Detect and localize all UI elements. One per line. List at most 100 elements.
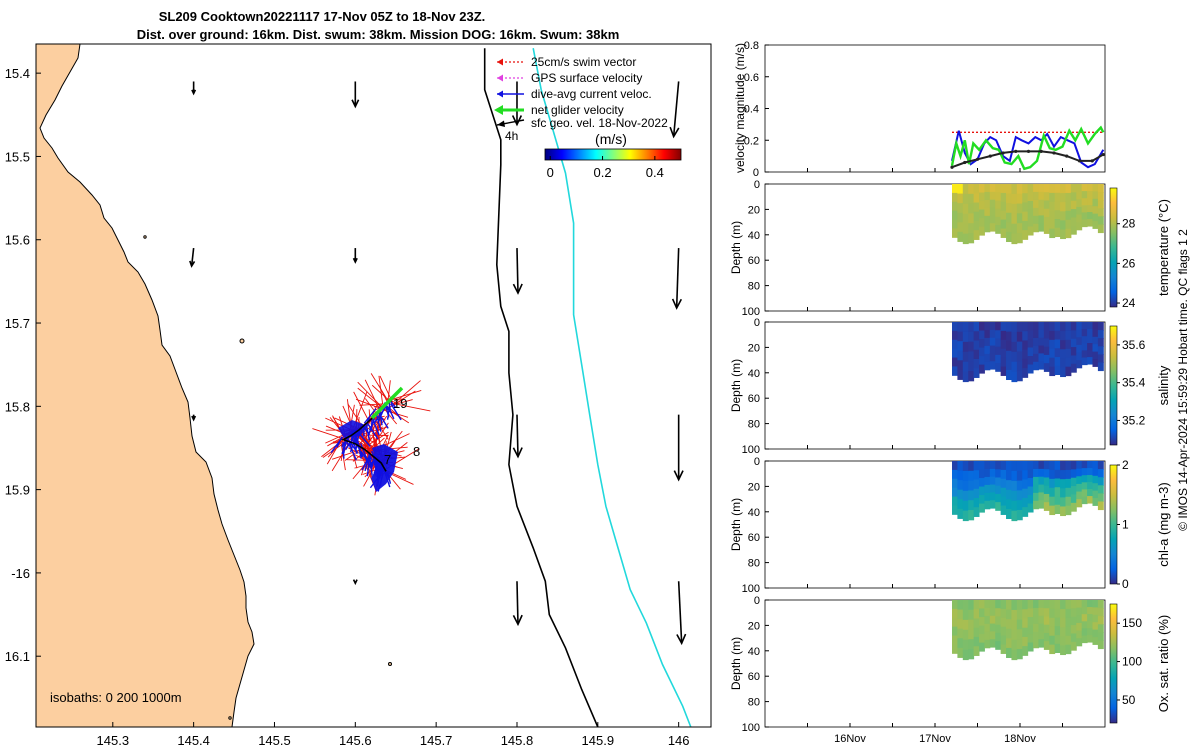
section-cell — [1060, 479, 1066, 489]
sfc-arrow-head — [352, 257, 358, 264]
section-cell — [1097, 493, 1104, 502]
section-cell — [1000, 330, 1007, 341]
section-cell — [995, 330, 1002, 339]
section-ylabel: Depth (m) — [729, 637, 743, 690]
section-cell — [989, 623, 996, 632]
section-cell — [968, 341, 975, 352]
section-cell — [962, 609, 969, 621]
section-cell — [1070, 330, 1077, 340]
section-cell — [979, 469, 985, 479]
section-cell — [984, 322, 991, 331]
section-cell — [957, 600, 964, 611]
section-cell — [1092, 614, 1099, 623]
section-cell — [979, 339, 985, 349]
section-cell — [1070, 625, 1077, 634]
section-cell — [1033, 329, 1039, 339]
section-cell — [957, 638, 964, 649]
section-cell — [1006, 628, 1012, 639]
section-cell — [1022, 331, 1029, 341]
section-cell — [1016, 341, 1023, 352]
section-cell — [1065, 210, 1072, 221]
section-cell — [1011, 223, 1018, 235]
section-cell — [1043, 600, 1050, 609]
section-cell — [1016, 619, 1023, 630]
section-cell — [1022, 184, 1029, 194]
arrowhead-icon — [497, 120, 505, 127]
section-cell — [1081, 357, 1088, 366]
sfc-geo-vel-arrows — [189, 81, 687, 646]
section-cell — [1054, 330, 1061, 341]
section-cell — [1092, 359, 1099, 367]
section-cell — [1076, 476, 1083, 485]
section-cell — [962, 371, 969, 383]
section-cell — [1081, 184, 1088, 192]
section-cell — [1087, 343, 1093, 351]
velocity-series-net — [950, 125, 1105, 171]
section-cell — [1016, 351, 1023, 362]
current-vector — [360, 451, 372, 467]
section-cell — [962, 203, 969, 215]
legend-label-net: net glider velocity — [531, 103, 624, 117]
section-cell — [1022, 600, 1029, 610]
section-cell — [957, 203, 964, 214]
section-cell — [995, 216, 1002, 226]
section-cell — [957, 231, 964, 242]
sfc-arrow — [352, 248, 358, 264]
section-cell — [1022, 202, 1029, 213]
section-cell — [1049, 210, 1056, 221]
section-cell — [973, 331, 980, 341]
current-vector — [363, 408, 377, 424]
section-cell — [1092, 329, 1099, 338]
section-cell — [979, 330, 985, 340]
section-cell — [1076, 184, 1083, 193]
velocity-y-tick-label: 0 — [753, 167, 759, 179]
section-cell — [1065, 322, 1072, 332]
section-cell — [1070, 338, 1077, 348]
velocity-point — [1026, 149, 1031, 153]
section-cell — [1038, 607, 1045, 617]
section-cell — [962, 233, 969, 245]
section-cell — [1022, 497, 1029, 508]
section-cell — [968, 480, 975, 491]
section-cell — [957, 184, 964, 195]
section-cell — [1054, 219, 1061, 229]
section-cell — [984, 639, 991, 649]
section-cell — [1011, 361, 1018, 373]
section-cell — [1022, 368, 1029, 378]
section-y-tick-label: 0 — [754, 317, 760, 329]
section-cell — [1006, 461, 1012, 472]
section-cell — [989, 199, 996, 209]
section-ylabel: Depth (m) — [729, 359, 743, 412]
section-cell — [1065, 626, 1072, 637]
section-cell — [1097, 461, 1104, 470]
section-cell — [1049, 626, 1056, 637]
section-cell — [1070, 486, 1077, 495]
section-cell — [1043, 225, 1050, 234]
section-cell — [1033, 623, 1039, 633]
section-ylabel: Depth (m) — [729, 221, 743, 274]
sfc-arrow-head — [669, 126, 680, 139]
section-cell — [957, 369, 964, 380]
section-cell — [1076, 461, 1083, 470]
section-cell — [957, 331, 964, 342]
section-cell — [973, 461, 980, 471]
section-cell — [1076, 191, 1083, 200]
section-cell — [1038, 492, 1045, 501]
section-cell — [968, 322, 975, 333]
section-cell — [1043, 363, 1050, 372]
section-cell — [1038, 322, 1045, 331]
section-cell — [1070, 600, 1077, 609]
section-cell — [962, 341, 969, 353]
section-cell — [1043, 208, 1050, 218]
section-cell — [1011, 322, 1018, 333]
section-cell — [1081, 475, 1088, 483]
section-cell — [1054, 504, 1061, 515]
section-cell — [962, 649, 969, 661]
section-cell — [1027, 347, 1034, 357]
map-x-tick-label: 146 — [668, 733, 690, 748]
legend-label-current: dive-avg current veloc. — [531, 87, 652, 101]
section-y-tick-label: 40 — [748, 368, 760, 380]
section-cell — [973, 211, 980, 222]
section-cell — [984, 476, 991, 486]
section-cell — [1038, 500, 1045, 509]
